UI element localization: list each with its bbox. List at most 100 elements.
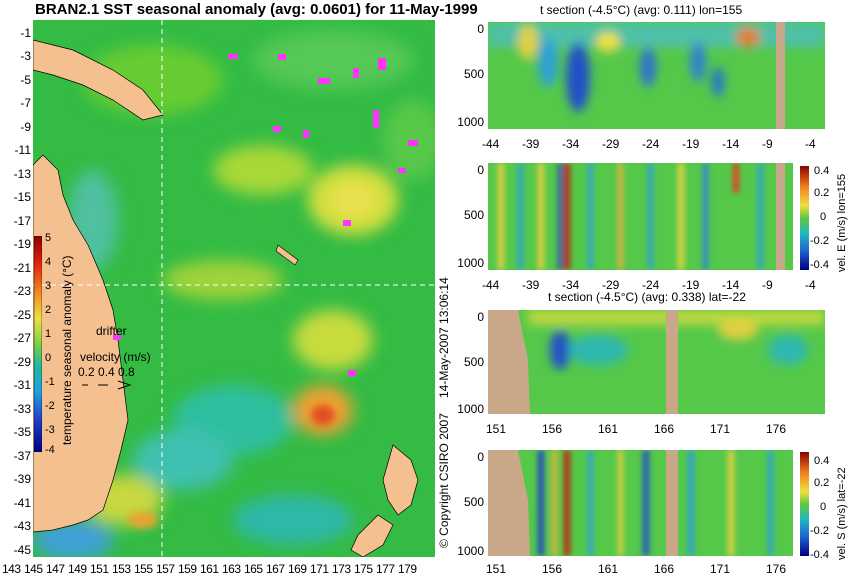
x-tick-label: 155 xyxy=(134,562,153,576)
x-tick-label: 176 xyxy=(766,422,787,436)
x-tick-label: -19 xyxy=(682,278,700,292)
x-tick-label: -24 xyxy=(642,137,660,151)
colorbar-tick-label: 2 xyxy=(45,304,52,316)
y-tick-label: 500 xyxy=(463,355,484,369)
y-tick-label: 500 xyxy=(463,208,484,222)
y-tick-label: 0 xyxy=(477,22,484,36)
temperature-colorbar xyxy=(34,236,42,452)
y-tick-label: 0 xyxy=(477,450,484,464)
y-tick-label: -33 xyxy=(13,402,31,416)
x-tick-label: -14 xyxy=(722,137,740,151)
y-tick-label: 1000 xyxy=(457,256,484,270)
colorbar-tick-label: -3 xyxy=(45,424,55,436)
colorbar-tick-label: -0.4 xyxy=(810,549,829,561)
colorbar-tick-label: 3 xyxy=(45,280,52,292)
colorbar-tick-label: 0 xyxy=(45,352,52,364)
map-y-axis: -1 -3 -5 -7 -9 -11 -13 -15 -17 -19 -21 -… xyxy=(0,20,33,557)
y-tick-label: -1 xyxy=(20,26,31,40)
y-tick-label: -3 xyxy=(20,49,31,63)
y-tick-label: 1000 xyxy=(457,115,484,129)
x-tick-label: -39 xyxy=(522,137,540,151)
x-tick-label: 161 xyxy=(200,562,219,576)
panel4-colorbar xyxy=(800,452,809,556)
y-tick-label: 500 xyxy=(463,495,484,509)
panel4-y-axis: 0 500 1000 xyxy=(450,450,486,558)
x-tick-label: 157 xyxy=(156,562,175,576)
y-tick-label: -13 xyxy=(13,167,31,181)
x-tick-label: 161 xyxy=(598,422,619,436)
x-tick-label: -34 xyxy=(562,137,580,151)
x-tick-label: -29 xyxy=(602,137,620,151)
panel1-title: t section (-4.5°C) (avg: 0.111) lon=155 xyxy=(540,3,743,17)
panel4-velocity-plot[interactable] xyxy=(488,450,793,556)
x-tick-label: 179 xyxy=(398,562,417,576)
x-tick-label: 165 xyxy=(244,562,263,576)
x-tick-label: 166 xyxy=(654,562,675,576)
y-tick-label: 1000 xyxy=(457,544,484,558)
x-tick-label: 149 xyxy=(68,562,87,576)
panel3-section-plot[interactable] xyxy=(488,310,825,414)
x-tick-label: -4 xyxy=(805,137,816,151)
x-tick-label: 151 xyxy=(486,562,507,576)
x-tick-label: -4 xyxy=(805,278,816,292)
x-tick-label: -39 xyxy=(522,278,540,292)
colorbar-tick-label: 0 xyxy=(820,211,827,223)
y-tick-label: -31 xyxy=(13,378,31,392)
y-tick-label: 500 xyxy=(463,67,484,81)
temperature-colorbar-label: temperature seasonal anomaly (°C) xyxy=(60,255,74,445)
x-tick-label: -9 xyxy=(762,278,773,292)
panel1-section-plot[interactable] xyxy=(488,22,825,129)
y-tick-label: -27 xyxy=(13,331,31,345)
x-tick-label: -34 xyxy=(562,278,580,292)
y-tick-label: -29 xyxy=(13,355,31,369)
colorbar-tick-label: 0.2 xyxy=(814,477,830,489)
colorbar-tick-label: 0.4 xyxy=(814,455,830,467)
x-tick-label: -29 xyxy=(602,278,620,292)
x-tick-label: 171 xyxy=(710,422,731,436)
x-tick-label: -44 xyxy=(482,278,500,292)
panel3-title: t section (-4.5°C) (avg: 0.338) lat=-22 xyxy=(548,290,746,304)
x-tick-label: 153 xyxy=(112,562,131,576)
velocity-label: velocity (m/s) xyxy=(80,350,151,364)
colorbar-tick-label: 0.4 xyxy=(814,165,830,177)
y-tick-label: -41 xyxy=(13,496,31,510)
panel2-colorbar-label: vel. E (m/s) lon=155 xyxy=(836,173,848,272)
y-tick-label: -9 xyxy=(20,120,31,134)
x-tick-label: -19 xyxy=(682,137,700,151)
x-tick-label: 175 xyxy=(354,562,373,576)
x-tick-label: 151 xyxy=(486,422,507,436)
colorbar-tick-label: 5 xyxy=(45,232,52,244)
y-tick-label: -15 xyxy=(13,190,31,204)
map-x-axis: 143 145 147 149 151 153 155 157 159 161 … xyxy=(0,562,440,578)
x-tick-label: 177 xyxy=(376,562,395,576)
colorbar-tick-label: -0.2 xyxy=(810,525,829,537)
colorbar-tick-label: -0.2 xyxy=(810,235,829,247)
y-tick-label: -39 xyxy=(13,472,31,486)
x-tick-label: 156 xyxy=(542,422,563,436)
y-tick-label: -25 xyxy=(13,308,31,322)
x-tick-label: 156 xyxy=(542,562,563,576)
x-tick-label: 159 xyxy=(178,562,197,576)
map-title: BRAN2.1 SST seasonal anomaly (avg: 0.060… xyxy=(35,1,478,18)
y-tick-label: -11 xyxy=(14,143,31,157)
y-tick-label: -37 xyxy=(13,449,31,463)
y-tick-label: -7 xyxy=(20,96,31,110)
x-tick-label: 173 xyxy=(332,562,351,576)
colorbar-tick-label: 0 xyxy=(820,501,827,513)
y-tick-label: 1000 xyxy=(457,402,484,416)
sst-map[interactable] xyxy=(33,20,435,557)
y-tick-label: -19 xyxy=(13,237,31,251)
y-tick-label: -21 xyxy=(13,261,31,275)
x-tick-label: -24 xyxy=(642,278,660,292)
panel2-velocity-plot[interactable] xyxy=(488,163,793,270)
colorbar-tick-label: 1 xyxy=(45,328,52,340)
copyright-notice: © Copyright CSIRO 2007 xyxy=(437,413,451,548)
velocity-scale-arrows xyxy=(82,380,132,390)
x-tick-label: 169 xyxy=(288,562,307,576)
x-tick-label: -14 xyxy=(722,278,740,292)
y-tick-label: -5 xyxy=(20,73,31,87)
colorbar-tick-label: -1 xyxy=(45,376,55,388)
x-tick-label: 147 xyxy=(46,562,65,576)
colorbar-tick-label: 0.2 xyxy=(814,187,830,199)
panel2-colorbar xyxy=(800,166,809,270)
